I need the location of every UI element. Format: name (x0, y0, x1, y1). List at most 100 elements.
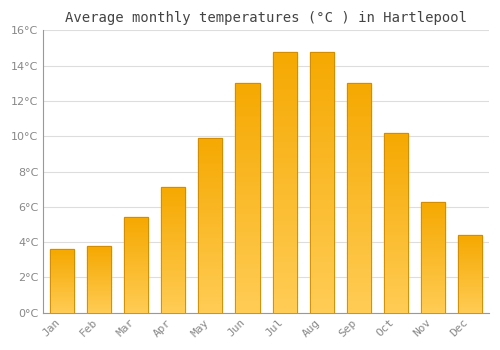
Bar (87, 270, 111, 271)
Bar (310, 255, 334, 260)
Bar (310, 172, 334, 177)
Bar (310, 146, 334, 151)
Bar (50, 292, 74, 294)
Bar (347, 97, 371, 102)
Bar (50, 310, 74, 312)
Bar (198, 246, 222, 250)
Bar (310, 276, 334, 281)
Bar (384, 212, 408, 216)
Bar (87, 247, 111, 248)
Bar (161, 187, 186, 190)
Bar (310, 130, 334, 135)
Bar (458, 246, 482, 247)
Bar (421, 273, 446, 275)
Bar (272, 114, 296, 119)
Bar (384, 190, 408, 194)
Bar (272, 104, 296, 109)
Bar (310, 78, 334, 83)
Bar (347, 276, 371, 281)
Bar (236, 102, 260, 106)
Bar (272, 260, 296, 266)
Bar (124, 288, 148, 290)
Bar (236, 157, 260, 161)
Bar (124, 234, 148, 237)
Bar (421, 244, 446, 246)
Bar (124, 217, 148, 219)
Bar (161, 260, 186, 262)
Bar (384, 230, 408, 233)
Bar (124, 292, 148, 294)
Bar (310, 72, 334, 78)
Bar (87, 264, 111, 266)
Bar (87, 275, 111, 276)
Bar (198, 166, 222, 169)
Bar (198, 278, 222, 281)
Bar (272, 146, 296, 151)
Bar (272, 193, 296, 198)
Bar (161, 208, 186, 210)
Bar (236, 129, 260, 134)
Bar (421, 286, 446, 288)
Bar (161, 290, 186, 293)
Bar (87, 286, 111, 287)
Bar (384, 144, 408, 147)
Bar (272, 224, 296, 229)
Bar (87, 296, 111, 298)
Bar (161, 238, 186, 240)
Bar (161, 197, 186, 200)
Bar (161, 300, 186, 303)
Bar (310, 302, 334, 307)
Bar (458, 268, 482, 269)
Bar (458, 237, 482, 238)
Bar (347, 161, 371, 166)
Bar (310, 177, 334, 182)
Bar (384, 183, 408, 187)
Bar (50, 256, 74, 257)
Bar (87, 271, 111, 272)
Bar (310, 140, 334, 146)
Bar (384, 180, 408, 183)
Bar (310, 224, 334, 229)
Bar (458, 254, 482, 255)
Bar (87, 276, 111, 278)
Bar (161, 267, 186, 270)
Bar (161, 310, 186, 313)
Bar (384, 208, 408, 212)
Bar (236, 248, 260, 253)
Bar (310, 88, 334, 93)
Bar (384, 140, 408, 143)
Bar (384, 298, 408, 302)
Bar (421, 271, 446, 273)
Bar (458, 309, 482, 311)
Bar (124, 263, 148, 265)
Bar (310, 151, 334, 156)
Bar (384, 284, 408, 287)
Bar (198, 183, 222, 187)
Bar (87, 285, 111, 286)
Bar (347, 253, 371, 258)
Bar (310, 281, 334, 287)
Bar (161, 193, 186, 195)
Bar (421, 288, 446, 290)
Bar (161, 210, 186, 212)
Title: Average monthly temperatures (°C ) in Hartlepool: Average monthly temperatures (°C ) in Ha… (65, 11, 467, 25)
Bar (421, 239, 446, 241)
Bar (87, 293, 111, 294)
Bar (236, 120, 260, 125)
Bar (87, 252, 111, 254)
Bar (50, 308, 74, 309)
Bar (87, 263, 111, 264)
Bar (272, 250, 296, 255)
Bar (198, 302, 222, 306)
Bar (50, 284, 74, 285)
Bar (347, 102, 371, 106)
Bar (87, 303, 111, 304)
Bar (458, 288, 482, 289)
Bar (87, 307, 111, 309)
Bar (347, 290, 371, 294)
Bar (124, 280, 148, 282)
Bar (421, 275, 446, 277)
Bar (421, 208, 446, 210)
Bar (236, 239, 260, 244)
Bar (50, 288, 74, 290)
